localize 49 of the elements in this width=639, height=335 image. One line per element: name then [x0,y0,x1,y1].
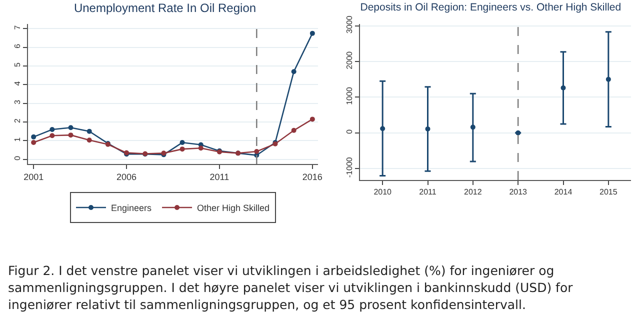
point [380,126,386,132]
point [180,140,185,146]
point [68,125,74,130]
point [86,128,92,134]
point [291,128,296,133]
y-tick-label: 1000 [344,86,354,105]
point [198,146,204,151]
x-tick-label: 2006 [116,172,137,182]
y-tick-label: 5 [12,62,22,68]
point [180,146,185,152]
x-tick-label: 2010 [374,188,392,197]
chart-title: Unemployment Rate In Oil Region [74,0,256,15]
text: Figur 2. I det venstre panelet viser vi utviklingen i arbeidsledighet (%) for ingeniører og sammenligningsgruppen. I det høyre panelet viser vi utviklingen i bankinnskudd (USD) for ingeniører relativt til sammenligningsgruppen, og et 95 prosent konfidensintervall. [8,262,574,313]
point [470,124,476,130]
point [254,148,260,154]
x-tick-label: 2013 [509,188,528,197]
x-tick-label: 2012 [464,188,482,197]
point [606,76,611,82]
x-tick-label: 2011 [419,188,437,197]
x-tick-label: 2015 [600,188,618,197]
point [310,116,315,122]
point [50,133,55,138]
x-tick-label: 2011 [210,172,230,182]
point [31,140,36,146]
y-tick-label: 3 [12,99,22,104]
y-tick-label: 1 [12,136,22,142]
y-tick-label: 3000 [344,15,354,34]
y-tick-label: 7 [12,24,22,30]
point [425,126,430,132]
point [31,134,36,140]
point [68,132,74,138]
y-tick-label: 4 [12,80,22,86]
y-tick-label: -1000 [344,156,354,178]
legend-label: Engineers [111,203,152,214]
x-tick-label: 2014 [554,188,573,197]
point [291,69,296,74]
legend-label: Other High Skilled [197,203,270,214]
y-tick-label: 0 [344,128,354,134]
point [560,85,566,90]
x-tick-label: 2016 [302,172,322,182]
point [310,30,315,36]
y-tick-label: 2000 [344,50,354,70]
point [50,126,55,132]
chart-title: Deposits in Oil Region: Engineers vs. Other High Skilled [360,1,622,14]
y-tick-label: 0 [12,155,22,160]
point [86,138,92,143]
y-tick-label: 2 [12,118,22,124]
x-tick-label: 2001 [24,172,44,182]
y-tick-label: 6 [12,43,22,48]
